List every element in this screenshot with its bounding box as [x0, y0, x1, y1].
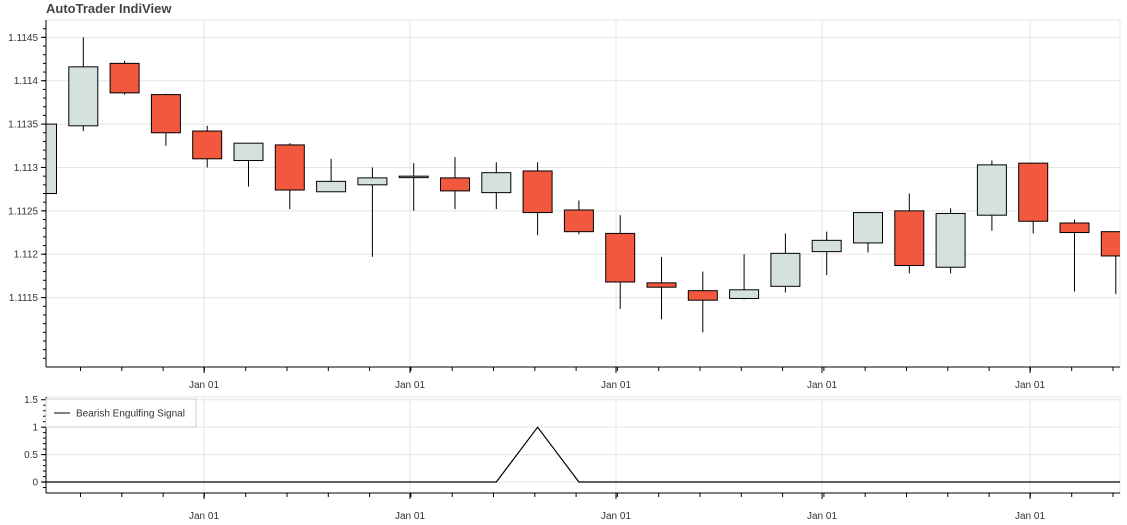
- price-y-tick-label: 1.1125: [8, 206, 38, 217]
- candle: [109, 60, 140, 95]
- signal-x-tick-label: Jan 01: [601, 511, 631, 522]
- candle-body-up: [811, 239, 842, 253]
- candle: [853, 212, 883, 253]
- legend-label: Bearish Engulfing Signal: [76, 409, 185, 420]
- candle-body-down: [440, 177, 470, 192]
- candle: [522, 162, 553, 236]
- price-y-tick-label: 1.1115: [9, 293, 39, 304]
- candle: [440, 157, 470, 210]
- signal-axes: 0 0.5 1 1.5 Jan 01 Jan 01 Jan 01 Jan 01 Jan 01: [24, 395, 1120, 522]
- candle-body-down: [192, 130, 223, 160]
- candle: [233, 142, 264, 187]
- candle-body-down: [894, 210, 925, 267]
- candle-body-down: [687, 290, 718, 301]
- candle: [68, 37, 99, 132]
- signal-y-tick-label: 1.5: [24, 395, 38, 406]
- candle: [398, 163, 429, 211]
- candle: [274, 143, 305, 210]
- price-gridlines: [46, 20, 1120, 367]
- candle: [646, 256, 677, 320]
- candlestick-series: [46, 37, 1120, 333]
- candle: [357, 167, 388, 257]
- legend: Bearish Engulfing Signal: [45, 398, 197, 428]
- candle-body-down: [605, 232, 636, 283]
- signal-x-tick-label: Jan 01: [807, 511, 837, 522]
- signal-line: [42, 426, 1120, 483]
- candle: [729, 254, 760, 300]
- candle-body-down: [109, 62, 140, 94]
- price-y-tick-label: 1.113: [14, 163, 39, 174]
- candle: [605, 215, 636, 309]
- candle-body-up: [398, 175, 429, 179]
- candle-body-up: [233, 142, 264, 162]
- chart-title: AutoTrader IndiView: [46, 1, 172, 16]
- candle: [811, 231, 842, 276]
- candle-body-up: [770, 252, 801, 287]
- candle: [1059, 219, 1090, 292]
- candle-body-down: [274, 144, 305, 191]
- candle: [976, 160, 1007, 231]
- candle-body-down: [150, 94, 181, 134]
- candle: [46, 123, 57, 194]
- price-x-tick-label: Jan 01: [807, 380, 837, 391]
- candle: [563, 200, 594, 235]
- signal-x-tick-label: Jan 01: [395, 511, 425, 522]
- candle: [316, 158, 347, 193]
- candle: [192, 125, 223, 168]
- candle: [935, 208, 966, 274]
- price-panel: 1.1115 1.112 1.1125 1.113 1.1135 1.114 1.1145 J…: [8, 19, 1121, 391]
- price-plot-frame: [45, 19, 1121, 368]
- price-y-tick-label: 1.112: [14, 250, 39, 261]
- candle-body-up: [481, 172, 512, 194]
- candle-body-down: [1018, 162, 1049, 222]
- signal-x-tick-label: Jan 01: [189, 511, 219, 522]
- signal-y-tick-label: 0: [32, 478, 38, 489]
- candle-body-up: [729, 289, 760, 299]
- price-axes: 1.1115 1.112 1.1125 1.113 1.1135 1.114 1.1145 J…: [8, 20, 1120, 391]
- candle: [481, 162, 512, 210]
- signal-panel: 0 0.5 1 1.5 Jan 01 Jan 01 Jan 01 Jan 01 Jan 01 B…: [24, 395, 1121, 522]
- legend-box: [45, 398, 197, 428]
- candle: [150, 93, 181, 146]
- signal-x-tick-label: Jan 01: [1015, 511, 1045, 522]
- candle-body-down: [563, 209, 594, 233]
- candle: [1018, 162, 1049, 234]
- candle: [687, 271, 718, 333]
- price-x-tick-label: Jan 01: [189, 380, 219, 391]
- candle-body-up: [935, 212, 966, 268]
- price-y-tick-label: 1.1135: [8, 120, 38, 131]
- candle: [770, 233, 801, 293]
- signal-plot-frame: [45, 396, 1121, 494]
- price-y-tick-label: 1.1145: [8, 33, 38, 44]
- signal-y-tick-label: 0.5: [24, 450, 38, 461]
- candle: [894, 193, 925, 274]
- signal-series: [42, 426, 1120, 483]
- candle-body-down: [646, 282, 677, 288]
- candle-body-up: [976, 164, 1007, 216]
- candle-body-up: [357, 177, 388, 186]
- candle-body-up: [46, 123, 57, 194]
- candle-body-up: [853, 212, 883, 244]
- price-x-tick-label: Jan 01: [1015, 380, 1045, 391]
- candle: [1100, 231, 1120, 295]
- candle-body-down: [1100, 231, 1120, 257]
- price-y-tick-label: 1.114: [14, 76, 39, 87]
- price-x-tick-label: Jan 01: [601, 380, 631, 391]
- candle-body-up: [316, 180, 347, 193]
- candle-body-up: [68, 66, 99, 127]
- signal-y-tick-label: 1: [32, 423, 38, 434]
- candle-body-down: [522, 170, 553, 214]
- price-x-tick-label: Jan 01: [395, 380, 425, 391]
- candle-body-down: [1059, 222, 1090, 234]
